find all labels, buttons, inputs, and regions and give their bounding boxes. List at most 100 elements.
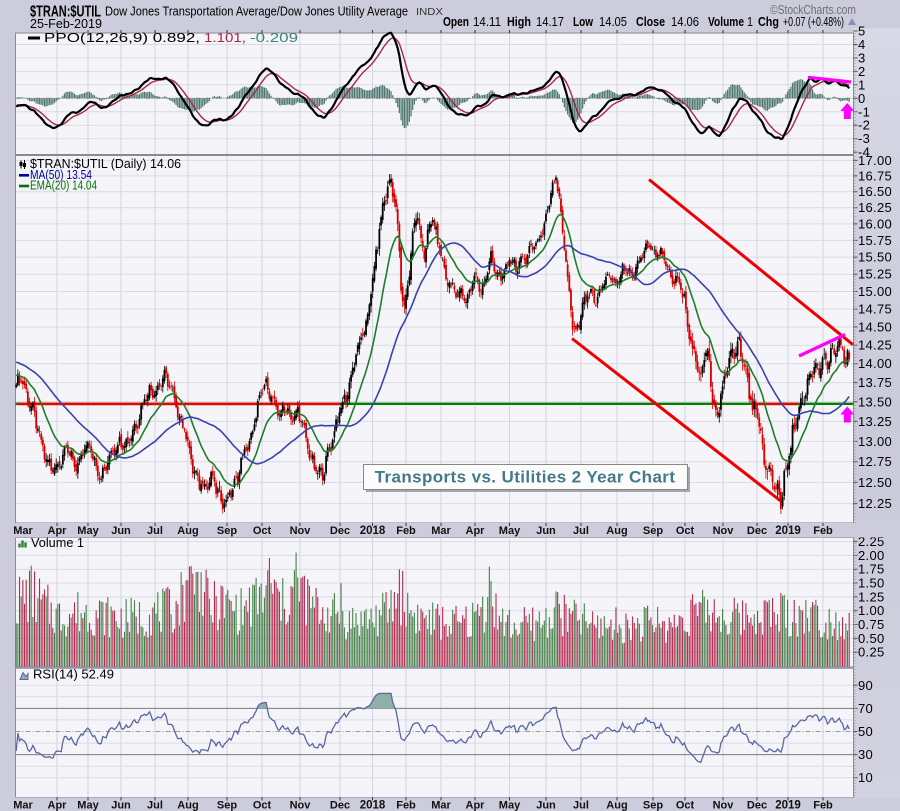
svg-text:0.50: 0.50 [858,631,885,646]
svg-text:Feb: Feb [813,800,833,811]
svg-text:EMA(20) 14.04: EMA(20) 14.04 [30,179,97,193]
svg-text:1: 1 [747,15,753,29]
svg-text:1.25: 1.25 [858,589,885,604]
svg-text:-0.209: -0.209 [250,31,298,45]
svg-text:1: 1 [858,77,866,92]
svg-text:90: 90 [858,678,873,693]
svg-text:-2: -2 [858,118,870,133]
svg-text:Mar: Mar [431,525,451,537]
svg-text:1.50: 1.50 [858,576,885,591]
svg-text:Feb: Feb [813,525,833,537]
svg-text:14.00: 14.00 [858,356,892,371]
svg-text:Aug: Aug [606,525,627,537]
svg-text:Mar: Mar [13,525,33,537]
svg-text:Feb: Feb [396,800,416,811]
svg-text:Oct: Oct [676,800,695,811]
svg-text:Aug: Aug [177,525,198,537]
svg-text:12.75: 12.75 [858,454,892,469]
svg-text:0: 0 [858,91,866,106]
svg-text:Jun: Jun [111,525,131,537]
svg-text:Dec: Dec [747,525,767,537]
svg-text:Dec: Dec [330,525,350,537]
svg-text:2: 2 [858,64,866,79]
svg-text:3: 3 [858,50,866,65]
svg-text:Mar: Mar [431,800,451,811]
svg-text:Jul: Jul [147,525,163,537]
svg-text:Oct: Oct [253,525,272,537]
svg-text:2.00: 2.00 [858,548,885,563]
svg-text:2019: 2019 [775,525,801,537]
svg-text:Nov: Nov [713,800,735,811]
svg-text:Low: Low [573,15,593,29]
svg-text:-4: -4 [858,145,870,160]
svg-text:Aug: Aug [177,800,198,811]
svg-text:13.75: 13.75 [858,375,892,390]
svg-text:May: May [77,525,99,537]
svg-text:May: May [499,525,521,537]
svg-text:16.00: 16.00 [858,216,892,231]
svg-text:13.00: 13.00 [858,434,892,449]
svg-text:-3: -3 [858,131,870,146]
svg-text:1.101,: 1.101, [204,31,246,45]
svg-text:$TRAN:$UTIL: $TRAN:$UTIL [30,4,101,21]
svg-text:RSI(14) 52.49: RSI(14) 52.49 [33,668,114,682]
svg-text:Jun: Jun [536,525,556,537]
svg-text:15.75: 15.75 [858,233,892,248]
svg-text:12.25: 12.25 [858,496,892,511]
svg-text:Volume 1: Volume 1 [31,536,84,550]
svg-text:10: 10 [858,770,873,785]
svg-text:16.75: 16.75 [858,168,892,183]
svg-text:$TRAN:$UTIL (Daily) 14.06: $TRAN:$UTIL (Daily) 14.06 [30,157,181,171]
svg-text:Volume: Volume [708,15,744,29]
svg-text:2018: 2018 [360,800,386,811]
svg-text:15.25: 15.25 [858,267,892,282]
svg-text:Dec: Dec [330,800,350,811]
svg-text:Open: Open [443,15,469,29]
svg-text:Jul: Jul [573,800,589,811]
svg-text:Feb: Feb [396,525,416,537]
svg-text:14.11: 14.11 [473,15,501,29]
svg-text:50: 50 [858,724,873,739]
svg-text:17.00: 17.00 [858,153,892,168]
svg-text:Jul: Jul [573,525,589,537]
svg-text:Nov: Nov [290,800,312,811]
svg-text:Sep: Sep [217,525,237,537]
svg-text:4: 4 [858,37,866,52]
svg-text:14.50: 14.50 [858,320,892,335]
svg-text:Apr: Apr [466,525,486,537]
svg-text:13.50: 13.50 [858,394,892,409]
svg-text:Jun: Jun [111,800,131,811]
svg-text:Mar: Mar [13,800,33,811]
svg-text:MA(50) 13.54: MA(50) 13.54 [30,168,92,182]
svg-text:Close: Close [636,15,665,29]
svg-text:INDX: INDX [416,6,443,18]
svg-text:1.00: 1.00 [858,603,885,618]
svg-text:15.50: 15.50 [858,250,892,265]
svg-text:12.50: 12.50 [858,475,892,490]
svg-text:+0.07 (+0.48%): +0.07 (+0.48%) [783,15,844,29]
svg-text:14.17: 14.17 [536,15,564,29]
svg-text:1.75: 1.75 [858,562,885,577]
svg-text:Jul: Jul [147,800,163,811]
svg-text:70: 70 [858,701,873,716]
svg-text:5: 5 [858,24,866,39]
svg-text:0.75: 0.75 [858,617,885,632]
svg-text:2.25: 2.25 [858,534,885,549]
svg-text:16.50: 16.50 [858,184,892,199]
svg-text:Apr: Apr [48,800,68,811]
svg-text:©StockCharts.com: ©StockCharts.com [770,3,856,17]
svg-text:16.25: 16.25 [858,200,892,215]
svg-text:0.25: 0.25 [858,645,885,660]
svg-text:Jun: Jun [536,800,556,811]
svg-text:14.05: 14.05 [599,15,627,29]
svg-text:-1: -1 [858,104,870,119]
svg-text:25-Feb-2019: 25-Feb-2019 [30,17,102,31]
svg-text:Aug: Aug [606,800,627,811]
svg-text:Apr: Apr [48,525,68,537]
svg-text:14.75: 14.75 [858,302,892,317]
svg-text:May: May [77,800,99,811]
svg-text:PPO(12,26,9) 0.892,: PPO(12,26,9) 0.892, [44,31,200,45]
svg-text:High: High [507,15,531,29]
svg-text:Sep: Sep [217,800,237,811]
svg-text:Apr: Apr [466,800,486,811]
